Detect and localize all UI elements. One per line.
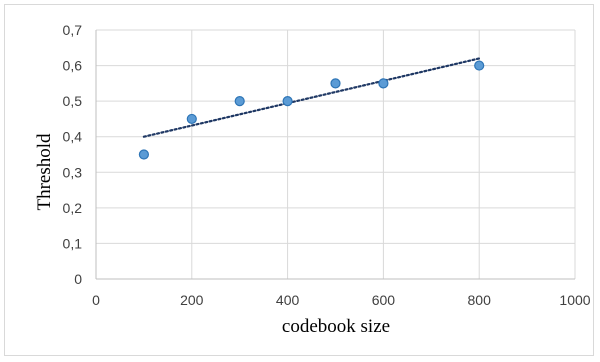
y-tick-label: 0 <box>74 271 82 287</box>
data-point <box>234 96 245 107</box>
y-tick-label: 0,6 <box>63 58 83 74</box>
data-point <box>330 78 341 89</box>
y-tick-label: 0,5 <box>63 93 83 109</box>
y-axis-title: Threshold <box>34 133 55 211</box>
x-tick-label: 400 <box>276 292 300 308</box>
tick-labels: 0 0,1 0,2 0,3 0,4 0,5 0,6 0,7 0 200 400 600 800 1000 <box>63 22 591 308</box>
grid <box>95 29 576 280</box>
data-point <box>474 60 485 71</box>
x-tick-label: 800 <box>468 292 492 308</box>
chart-frame <box>4 4 594 356</box>
y-tick-label: 0,1 <box>63 235 83 251</box>
y-tick-label: 0,4 <box>63 129 83 145</box>
data-point <box>138 149 149 160</box>
trendline-layer <box>142 57 481 138</box>
y-tick-label: 0,2 <box>63 200 83 216</box>
y-tick-label: 0,3 <box>63 164 83 180</box>
y-tick-label: 0,7 <box>63 22 83 38</box>
axes <box>95 30 575 280</box>
trendline <box>142 57 481 138</box>
x-tick-label: 0 <box>92 292 100 308</box>
x-tick-label: 600 <box>372 292 396 308</box>
x-tick-label: 200 <box>180 292 204 308</box>
data-point <box>378 78 389 89</box>
x-axis-title: codebook size <box>282 316 390 337</box>
data-points <box>138 60 485 160</box>
x-tick-label: 1000 <box>559 292 590 308</box>
data-point <box>282 96 293 107</box>
data-point <box>186 113 197 125</box>
